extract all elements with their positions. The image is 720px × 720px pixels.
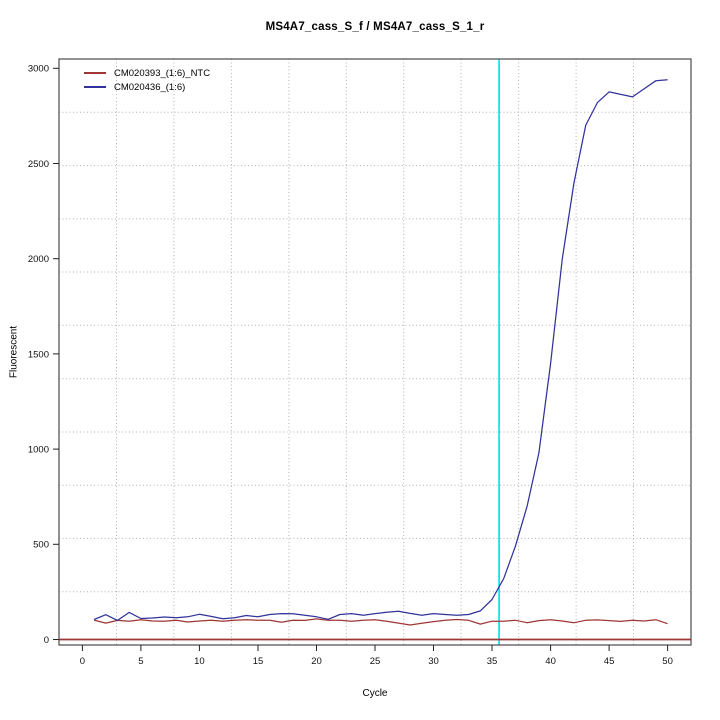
x-tick-label: 10 [194,656,205,667]
legend-entry-sample: CM020436_(1:6) [84,80,210,94]
x-tick-label: 40 [545,656,556,667]
x-tick-label: 15 [253,656,264,667]
plot-frame [58,58,692,646]
x-tick-label: 50 [662,656,673,667]
x-tick-label: 30 [428,656,439,667]
series-line-sample [93,79,668,622]
y-tick-label: 500 [33,540,49,551]
x-tick-label: 35 [487,656,498,667]
x-tick-label: 45 [604,656,615,667]
y-axis-title: Fluorescent [8,325,20,379]
chart-title: MS4A7_cass_S_f / MS4A7_cass_S_1_r [265,21,485,33]
y-tick-label: 1500 [28,349,49,360]
legend-line-ntc [84,72,106,74]
x-tick-label: 0 [80,656,85,667]
x-tick-label: 20 [311,656,322,667]
x-tick-label: 25 [370,656,381,667]
y-tick-label: 2000 [28,254,49,265]
legend-line-sample [84,86,106,88]
y-tick-label: 2500 [28,159,49,170]
y-tick-label: 0 [44,635,49,646]
x-axis-title: Cycle [362,688,388,699]
series-line-ntc [93,618,668,626]
legend: CM020393_(1:6)_NTC CM020436_(1:6) [84,66,210,94]
legend-entry-ntc: CM020393_(1:6)_NTC [84,66,210,80]
x-tick-label: 5 [138,656,143,667]
y-tick-label: 1000 [28,445,49,456]
legend-label-sample: CM020436_(1:6) [114,81,186,93]
legend-label-ntc: CM020393_(1:6)_NTC [114,67,211,79]
y-tick-label: 3000 [28,64,49,75]
